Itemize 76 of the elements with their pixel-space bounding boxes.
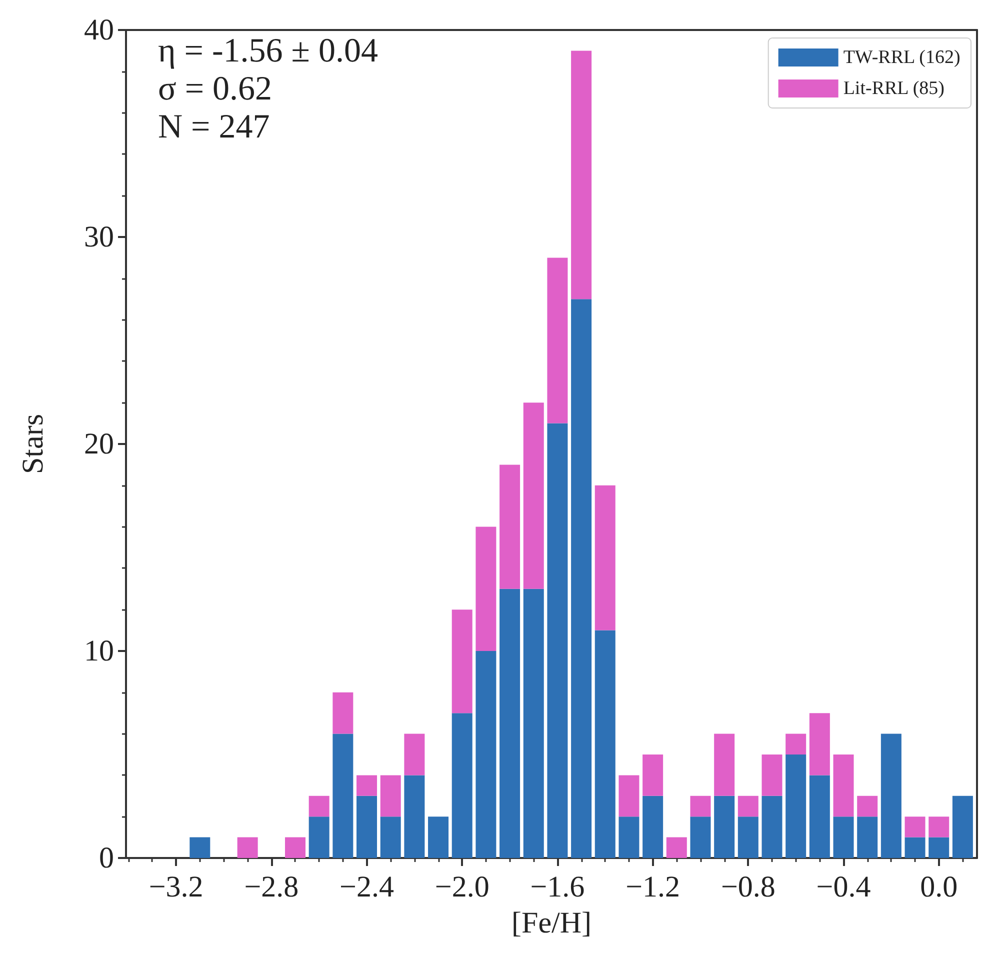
x-tick-label: −0.8 <box>720 870 776 904</box>
bar <box>786 734 806 754</box>
x-tick-label: −2.4 <box>340 870 394 904</box>
bar <box>523 402 544 589</box>
bar <box>809 713 830 776</box>
x-tick-label: −0.4 <box>816 870 871 904</box>
bar <box>714 796 735 858</box>
bar <box>594 630 616 858</box>
bar <box>690 796 711 817</box>
bar <box>332 734 354 858</box>
x-tick-label: −3.2 <box>148 870 204 904</box>
bar <box>547 258 568 424</box>
bar <box>428 816 449 858</box>
bar <box>952 796 973 858</box>
bar <box>452 610 472 714</box>
bar <box>857 796 878 817</box>
bar <box>308 816 330 858</box>
bar <box>404 734 425 776</box>
bar <box>452 713 472 858</box>
bar <box>571 50 592 300</box>
bar <box>928 816 950 838</box>
bar <box>571 299 592 858</box>
bar <box>594 485 616 630</box>
bar <box>547 423 568 858</box>
x-tick-label: −2.0 <box>434 870 490 904</box>
bar <box>476 651 496 858</box>
bar <box>904 816 926 838</box>
bar <box>857 816 878 858</box>
bar <box>738 796 758 817</box>
bar <box>308 796 330 817</box>
x-tick-label: 0.0 <box>920 870 958 904</box>
bar <box>380 775 401 817</box>
bar <box>356 775 378 796</box>
bar <box>500 588 520 858</box>
bar <box>237 837 258 858</box>
bar <box>284 837 306 858</box>
bar <box>356 796 378 858</box>
bar <box>690 816 711 858</box>
bar <box>523 588 544 858</box>
bar <box>666 837 687 858</box>
bar <box>833 754 854 817</box>
bar <box>642 754 664 796</box>
legend-label: Lit-RRL (85) <box>843 78 944 99</box>
bar <box>642 796 664 858</box>
annotation: σ = 0.62 <box>158 70 272 108</box>
bar <box>904 837 926 858</box>
x-tick-label: −1.6 <box>530 870 585 904</box>
x-axis-title: [Fe/H] <box>512 906 592 940</box>
annotation: N = 247 <box>158 108 270 146</box>
bar <box>714 734 735 796</box>
y-tick-label: 20 <box>84 428 114 460</box>
x-tick-label: −2.8 <box>244 870 299 904</box>
bar <box>738 816 758 858</box>
bar <box>500 464 520 589</box>
bar <box>928 837 950 858</box>
bar <box>880 734 902 858</box>
x-tick-label: −1.2 <box>626 870 680 904</box>
bar <box>809 775 830 858</box>
legend-label: TW-RRL (162) <box>843 47 960 68</box>
bar <box>618 775 640 817</box>
bar <box>476 526 496 651</box>
bar <box>618 816 640 858</box>
bar <box>833 816 854 858</box>
y-tick-label: 10 <box>84 634 114 668</box>
bar <box>380 816 401 858</box>
y-tick-label: 40 <box>84 14 114 46</box>
y-axis-title: Stars <box>16 414 50 474</box>
bar <box>762 754 782 796</box>
bar <box>404 775 425 858</box>
y-tick-label: 30 <box>84 220 114 254</box>
bar <box>762 796 782 858</box>
bar <box>786 754 806 858</box>
y-tick-label: 0 <box>99 842 114 874</box>
bar <box>332 692 354 734</box>
bar <box>190 837 210 858</box>
annotation: η = -1.56 ± 0.04 <box>158 32 378 70</box>
